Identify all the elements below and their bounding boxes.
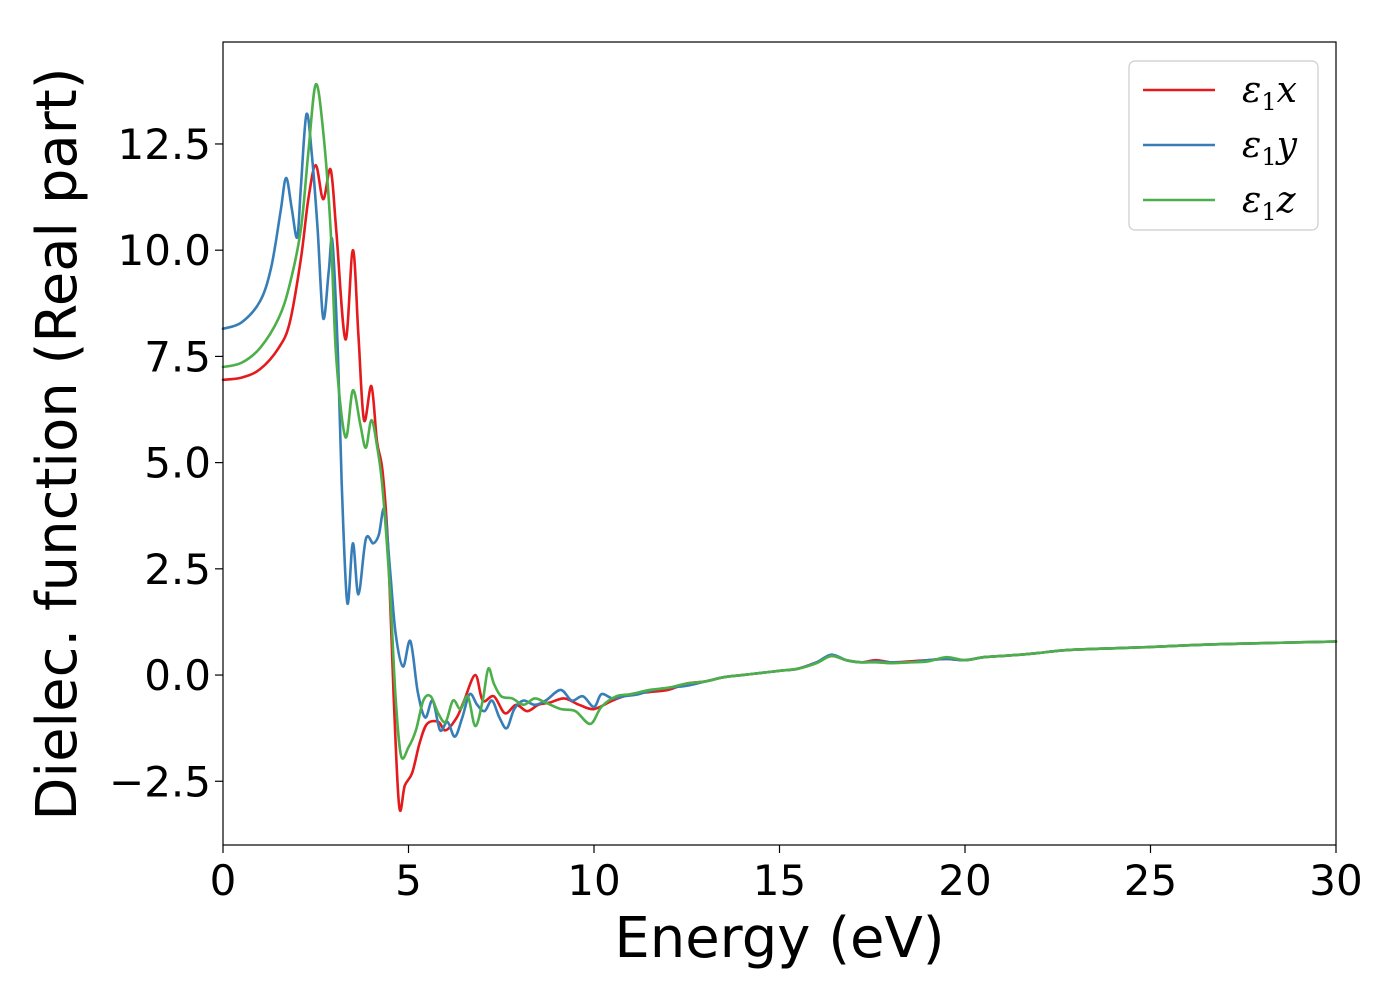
y-tick-label: 5.0	[144, 439, 211, 488]
x-tick-label: 20	[938, 856, 991, 905]
x-tick-label: 15	[753, 856, 806, 905]
y-tick-label: 10.0	[117, 226, 211, 275]
x-axis-label: Energy (eV)	[614, 906, 944, 971]
y-tick-label: 0.0	[144, 651, 211, 700]
y-tick-label: 12.5	[117, 120, 211, 169]
y-tick-label: 2.5	[144, 545, 211, 594]
x-tick-label: 0	[210, 856, 237, 905]
legend-label-y: ε1y	[1242, 125, 1298, 171]
series-line-x	[221, 163, 1338, 812]
y-tick-label: 7.5	[144, 332, 211, 381]
legend: ε1x ε1y ε1z	[1128, 60, 1319, 231]
y-axis-label: Dielec. function (Real part)	[25, 67, 90, 820]
plot-lines	[221, 83, 1338, 812]
legend-label-x: ε1x	[1242, 70, 1297, 116]
legend-label-z: ε1z	[1242, 180, 1297, 226]
x-tick-label: 25	[1124, 856, 1177, 905]
legend-box	[1128, 60, 1319, 231]
x-axis-ticks: 0 5 10 15 20 25 30	[210, 845, 1363, 905]
series-line-z	[221, 83, 1338, 760]
x-tick-label: 10	[567, 856, 620, 905]
x-tick-label: 5	[395, 856, 422, 905]
x-tick-label: 30	[1309, 856, 1362, 905]
y-axis-ticks: −2.5 0.0 2.5 5.0 7.5 10.0 12.5	[109, 120, 223, 806]
y-tick-label: −2.5	[109, 757, 211, 806]
